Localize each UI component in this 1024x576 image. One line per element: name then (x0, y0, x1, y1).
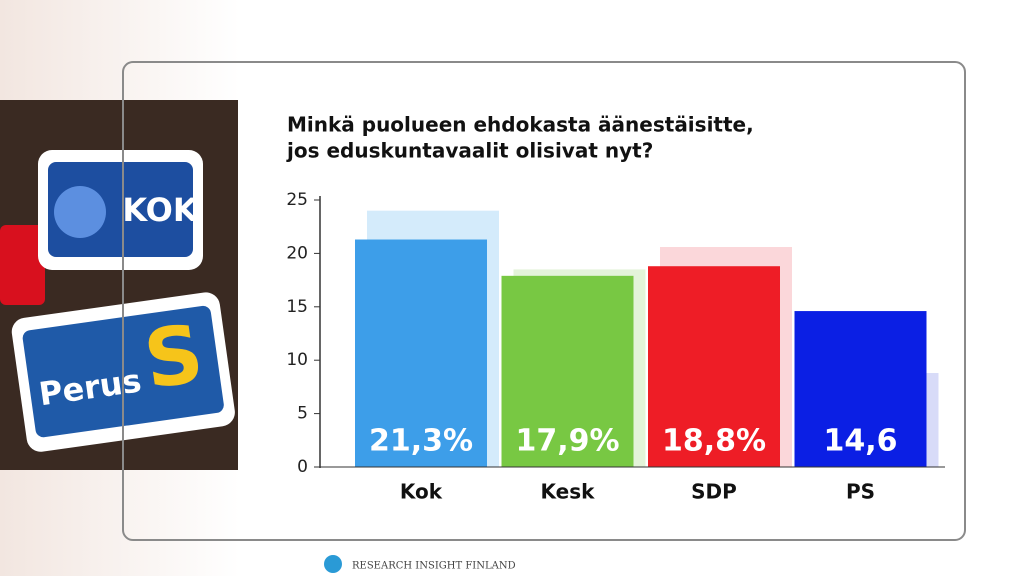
value-label: 14,6 (823, 424, 897, 459)
x-tick-label: SDP (691, 480, 737, 504)
value-label: 17,9% (515, 424, 619, 459)
x-tick-label: PS (846, 480, 875, 504)
source: RESEARCH INSIGHT FINLAND (352, 561, 516, 572)
source-logo (324, 555, 342, 573)
logo-text: KOK (122, 191, 199, 229)
value-label: 21,3% (369, 424, 473, 459)
x-tick-label: Kok (400, 480, 443, 504)
y-tick-label: 25 (286, 190, 308, 210)
bar (501, 275, 634, 467)
bar (355, 239, 487, 467)
frame (122, 61, 966, 541)
logo-text: S (139, 307, 209, 407)
bar (648, 266, 780, 467)
x-tick-label: Kesk (541, 480, 596, 504)
chart-title: jos eduskuntavaalit olisivat nyt? (286, 139, 653, 163)
y-tick-label: 5 (297, 404, 308, 424)
value-label: 18,8% (662, 424, 766, 459)
y-tick-label: 20 (286, 243, 308, 263)
cornflower (54, 186, 106, 238)
y-tick-label: 15 (286, 297, 308, 317)
logo-red (0, 225, 45, 305)
bar (794, 311, 927, 467)
y-tick-label: 0 (297, 457, 308, 477)
y-tick-label: 10 (286, 350, 308, 370)
chart-title: Minkä puolueen ehdokasta äänestäisitte, (287, 113, 754, 137)
